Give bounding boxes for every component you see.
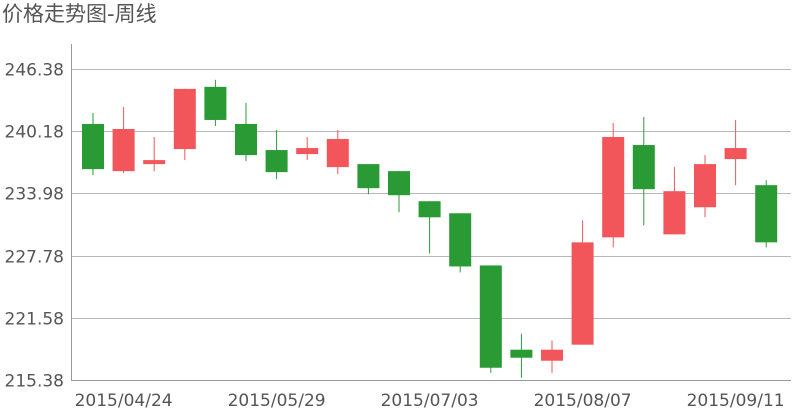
candle-body <box>235 123 257 156</box>
y-tick-label: 221.58 <box>5 310 64 330</box>
candle <box>265 129 288 180</box>
candle-body <box>418 201 441 218</box>
candle-body <box>82 123 104 170</box>
candle <box>112 106 135 174</box>
candle <box>204 79 227 126</box>
candle-body <box>112 128 135 172</box>
x-tick-label: 2015/04/24 <box>75 391 173 411</box>
candle-body <box>173 88 196 150</box>
x-tick-label: 2015/07/03 <box>381 391 479 411</box>
candle-body <box>357 164 380 189</box>
candle <box>173 88 196 161</box>
y-tick-label: 215.38 <box>5 372 64 392</box>
y-tick-label: 246.38 <box>5 61 64 81</box>
candle <box>296 137 319 161</box>
candle-body <box>143 160 166 165</box>
candle <box>143 137 166 172</box>
y-tick-label: 227.78 <box>5 248 64 268</box>
y-tick-labels: 246.38 240.18 233.98 227.78 221.58 215.38 <box>5 61 64 392</box>
x-tick-label: 2015/09/11 <box>687 391 785 411</box>
candle-body <box>571 242 594 345</box>
candle-body <box>663 191 686 235</box>
candle-body <box>510 349 533 358</box>
candle <box>510 333 533 378</box>
candle-body <box>724 148 747 160</box>
candle <box>632 116 655 226</box>
chart-title: 价格走势图-周线 <box>2 2 157 26</box>
candle-body <box>479 265 502 368</box>
candle <box>602 122 625 248</box>
candle-body <box>632 145 655 190</box>
candle-body <box>388 171 410 196</box>
candle-body <box>541 349 563 361</box>
candle <box>724 119 747 186</box>
candle <box>357 164 380 195</box>
candle-body <box>296 148 319 155</box>
candle-body <box>204 86 227 120</box>
candle <box>694 155 716 218</box>
x-tick-label: 2015/08/07 <box>534 391 632 411</box>
candle-body <box>449 213 472 267</box>
candle-body <box>326 139 349 168</box>
candle <box>82 112 104 176</box>
candles <box>82 79 778 378</box>
candle <box>388 171 410 213</box>
candle-body <box>755 185 778 243</box>
y-tick-label: 233.98 <box>5 185 64 205</box>
x-tick-label: 2015/05/29 <box>228 391 326 411</box>
y-tick-label: 240.18 <box>5 123 64 143</box>
candle <box>541 340 563 373</box>
axes <box>71 44 791 381</box>
candle-body <box>694 164 716 208</box>
x-tick-labels: 2015/04/24 2015/05/29 2015/07/03 2015/08/07… <box>75 391 785 411</box>
candle <box>755 180 778 248</box>
candle <box>235 102 257 162</box>
candle-body <box>602 137 625 238</box>
candle <box>418 201 441 254</box>
candle <box>449 213 472 273</box>
candle <box>326 129 349 175</box>
candle <box>479 265 502 373</box>
candle <box>663 167 686 235</box>
candle <box>571 220 594 345</box>
candle-body <box>265 150 288 173</box>
